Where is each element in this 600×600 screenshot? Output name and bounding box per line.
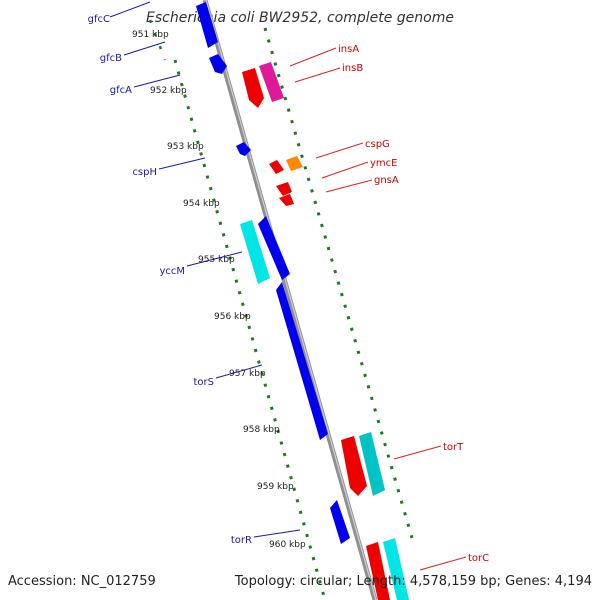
gene-label-gfcA: gfcA bbox=[110, 85, 132, 96]
gene-label-gnsA: gnsA bbox=[374, 175, 399, 186]
gene-label-cspG: cspG bbox=[365, 139, 390, 150]
gene-label-torT: torT bbox=[443, 442, 464, 453]
guide-lines-outer bbox=[148, 19, 167, 61]
label-pointer bbox=[133, 74, 181, 88]
label-pointer bbox=[321, 161, 369, 179]
gene-torS bbox=[276, 282, 328, 440]
label-pointer bbox=[289, 47, 337, 67]
gene-insB bbox=[259, 62, 284, 102]
gene-label-insA: insA bbox=[338, 44, 359, 55]
gene-label-torC: torC bbox=[468, 553, 489, 564]
gene-label-torS: torS bbox=[194, 377, 215, 388]
label-pointer bbox=[123, 41, 166, 56]
accession-text: Accession: NC_012759 bbox=[8, 574, 156, 589]
label-pointer bbox=[109, 1, 151, 18]
gene-features-red bbox=[242, 62, 390, 600]
gene-torC bbox=[366, 542, 390, 600]
topology-text: Topology: circular; Length: 4,578,159 bp… bbox=[234, 574, 592, 589]
kbp-ticks: 951 kbp 952 kbp 953 kbp 954 kbp 955 kbp 956 k… bbox=[132, 30, 306, 550]
tick-label: 956 kbp bbox=[214, 312, 251, 322]
tick-label: 954 kbp bbox=[183, 199, 220, 209]
gene-torR bbox=[330, 500, 350, 544]
right-gene-labels: insA insB cspG ymcE gnsA torT torC bbox=[289, 44, 489, 571]
label-pointer bbox=[315, 142, 364, 159]
genome-backbone-highlight bbox=[205, 0, 377, 600]
genome-backbone bbox=[202, 0, 378, 600]
tick-label: 957 kbp bbox=[229, 369, 266, 379]
label-pointer bbox=[215, 364, 263, 379]
gene-cyan-1 bbox=[240, 220, 270, 284]
label-pointer bbox=[186, 251, 243, 267]
gene-label-ymcE: ymcE bbox=[370, 158, 397, 169]
tick-label: 955 kbp bbox=[198, 255, 235, 265]
gene-label-cspH: cspH bbox=[132, 167, 157, 178]
gene-gfcC bbox=[196, 2, 218, 48]
gene-yccM bbox=[258, 216, 290, 280]
label-pointer bbox=[294, 67, 341, 83]
label-pointer bbox=[253, 529, 301, 538]
guide-lines bbox=[173, 27, 414, 600]
map-title: Escherichia coli BW2952, complete genome bbox=[146, 10, 454, 26]
gene-ymcE bbox=[286, 156, 303, 171]
gene-label-yccM: yccM bbox=[159, 266, 185, 277]
tick-label: 953 kbp bbox=[167, 142, 204, 152]
gene-label-insB: insB bbox=[342, 63, 363, 74]
gene-torT bbox=[341, 436, 367, 496]
tick-label: 952 kbp bbox=[150, 86, 187, 96]
gene-label-gfcB: gfcB bbox=[100, 53, 122, 64]
label-pointer bbox=[158, 157, 206, 170]
tick-label: 958 kbp bbox=[243, 425, 280, 435]
gene-cspG bbox=[269, 160, 284, 174]
tick-label: 960 kbp bbox=[269, 540, 306, 550]
gene-insA bbox=[242, 68, 264, 108]
tick-label: 959 kbp bbox=[257, 482, 294, 492]
gene-label-gfcC: gfcC bbox=[88, 14, 110, 25]
gene-gfcB bbox=[209, 54, 227, 74]
gene-torC-cyan bbox=[383, 538, 409, 600]
gene-gnsA-2 bbox=[279, 194, 294, 206]
label-pointer bbox=[393, 445, 442, 460]
left-gene-labels: gfcC gfcB gfcA cspH yccM torS torR bbox=[88, 1, 301, 546]
label-pointer bbox=[325, 179, 373, 193]
gene-label-torR: torR bbox=[231, 535, 252, 546]
tick-label: 951 kbp bbox=[132, 30, 169, 40]
label-pointer bbox=[419, 556, 467, 571]
gene-torT-cyan bbox=[359, 432, 385, 496]
gene-cspH bbox=[236, 142, 251, 156]
gene-gnsA-1 bbox=[276, 182, 292, 196]
gene-features-cyan bbox=[240, 220, 409, 600]
gene-features-blue bbox=[196, 2, 350, 544]
